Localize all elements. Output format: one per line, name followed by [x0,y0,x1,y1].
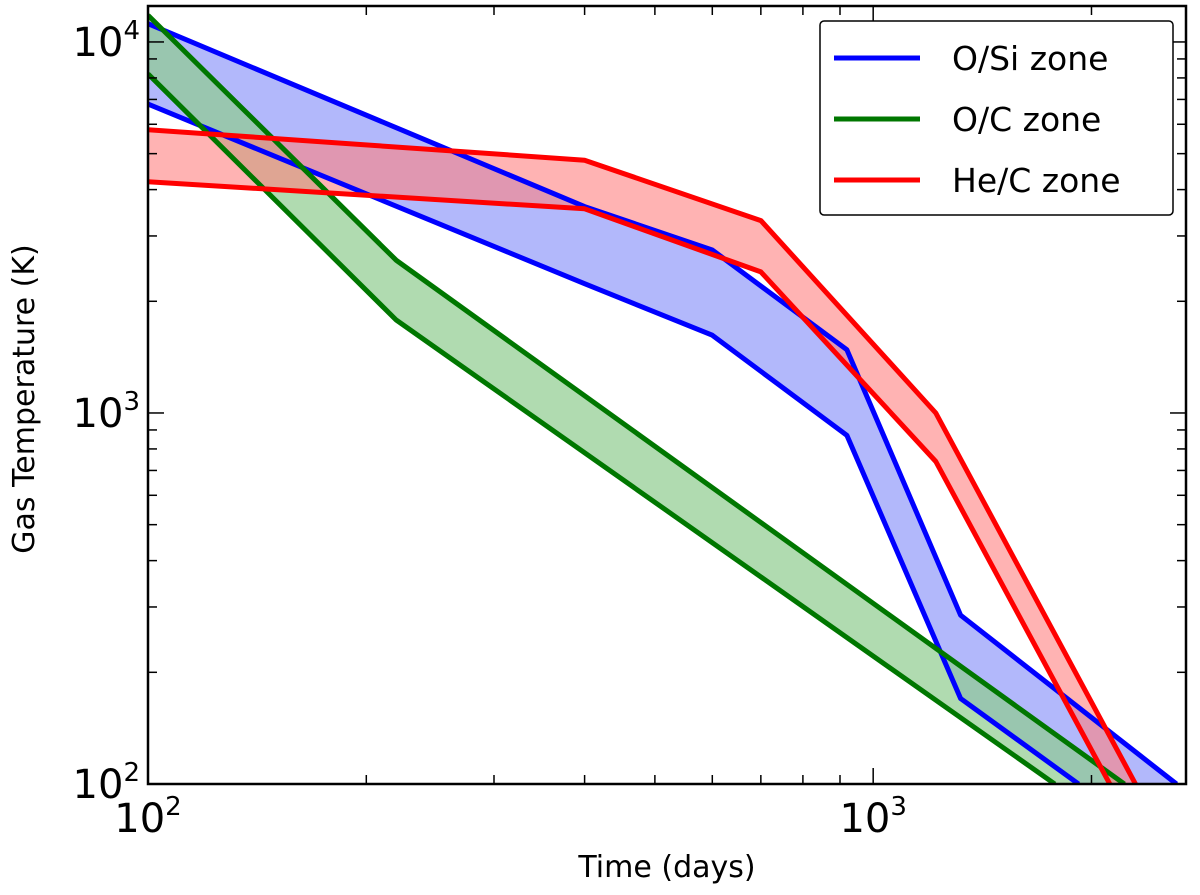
legend: O/Si zone O/C zone He/C zone [819,20,1174,216]
line-he-c-zone-upper [148,127,1138,784]
series-lines [148,13,1179,784]
band-he-c-zone [148,129,1136,784]
line-o-c-zone-upper [148,13,1126,784]
y-axis-label: Gas Temperature (K) [7,244,42,553]
y-tick-label: 102 [73,758,140,808]
line-o-c-zone-lower [148,72,1057,784]
line-o-si-zone-lower [148,101,1081,784]
x-axis-label: Time (days) [577,850,755,885]
legend-label-o-c-zone: O/C zone [952,100,1101,139]
x-tick-label: 103 [839,792,906,842]
band-o-si-zone [148,23,1177,784]
line-he-c-zone-lower [148,179,1113,784]
legend-box [819,20,1174,216]
y-tick-label: 103 [73,387,140,437]
tick-labels: 102 103 102 103 104 [73,16,907,842]
plot-frame [146,4,1188,786]
y-tick-label: 104 [73,16,140,66]
legend-label-he-c-zone: He/C zone [952,161,1121,200]
x-tick-label: 102 [114,792,181,842]
line-o-si-zone-upper [148,21,1179,784]
legend-label-o-si-zone: O/Si zone [952,39,1108,78]
series-fills [148,15,1177,784]
